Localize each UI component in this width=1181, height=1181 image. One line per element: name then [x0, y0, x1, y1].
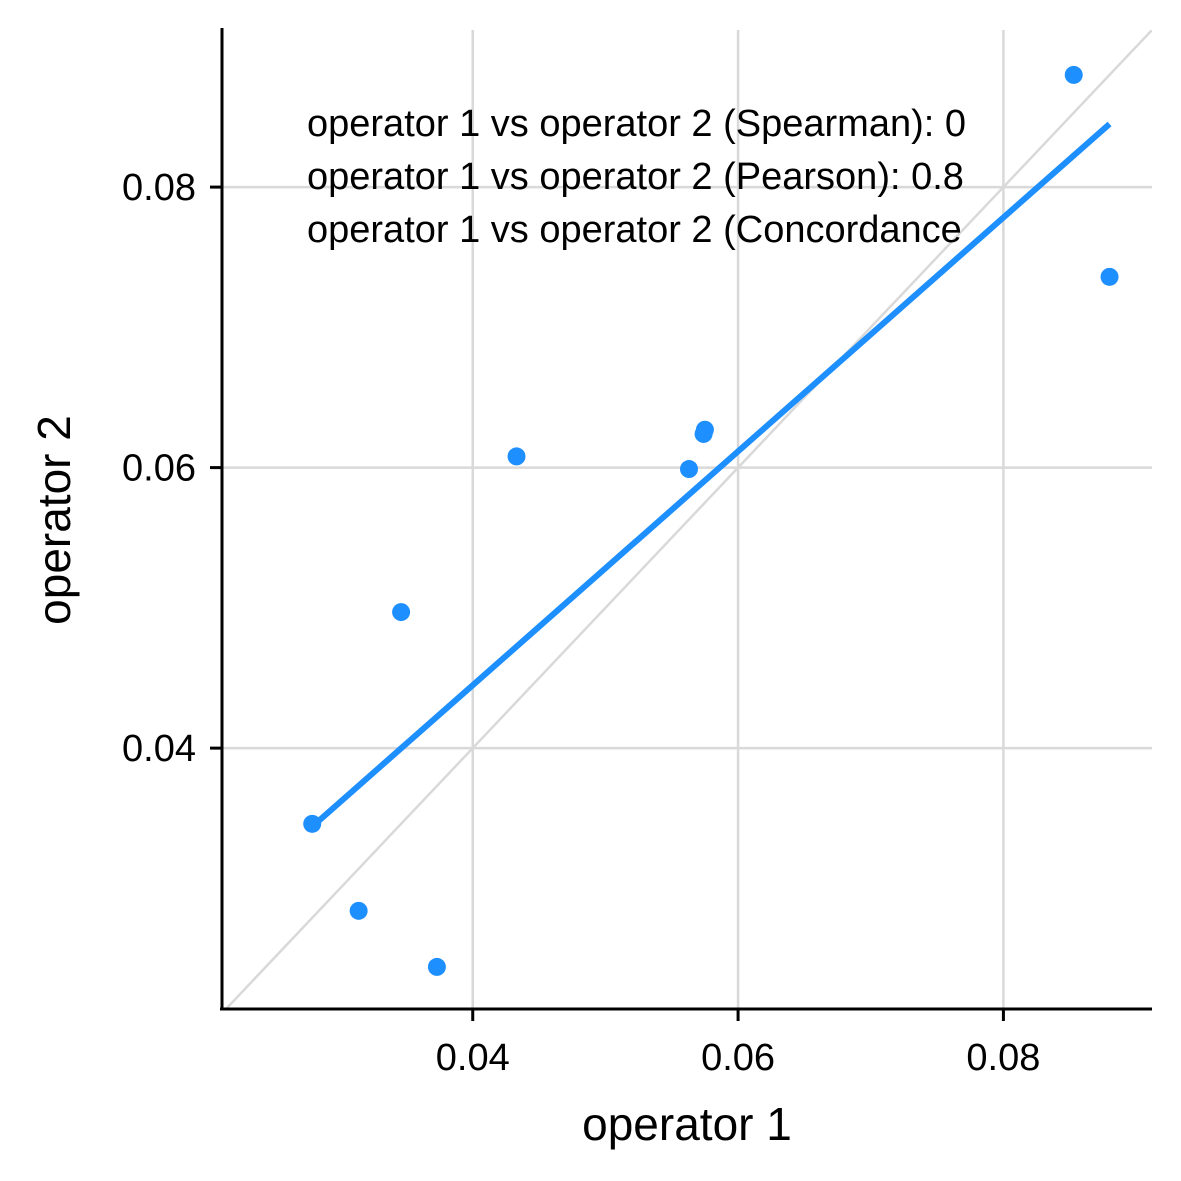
x-tick-label: 0.04: [436, 1037, 510, 1079]
data-point: [679, 460, 698, 479]
data-point: [1100, 267, 1119, 286]
data-point: [392, 603, 411, 622]
annotation-group: operator 1 vs operator 2 (Spearman): 0 o…: [307, 103, 966, 251]
tick-marks: 0.04 0.06 0.08 0.04 0.06 0.08: [122, 167, 1040, 1079]
data-points: [303, 65, 1119, 976]
identity-line: [224, 30, 1152, 1009]
data-point: [695, 420, 714, 439]
annotation-pearson: operator 1 vs operator 2 (Pearson): 0.8: [307, 156, 964, 198]
data-point: [349, 901, 368, 920]
annotation-concordance: operator 1 vs operator 2 (Concordance: [307, 209, 962, 251]
data-point: [507, 447, 526, 466]
data-point: [427, 957, 446, 976]
axes: [220, 28, 1152, 1011]
y-axis-title: operator 2: [28, 415, 80, 625]
x-tick-label: 0.06: [701, 1037, 775, 1079]
y-tick-label: 0.04: [122, 728, 196, 770]
y-tick-label: 0.06: [122, 448, 196, 490]
x-axis-title: operator 1: [582, 1098, 792, 1150]
regression-line: [310, 121, 1112, 829]
data-point: [1064, 65, 1083, 84]
y-tick-label: 0.08: [122, 167, 196, 209]
x-tick-label: 0.08: [966, 1037, 1040, 1079]
annotation-spearman: operator 1 vs operator 2 (Spearman): 0: [307, 103, 966, 145]
